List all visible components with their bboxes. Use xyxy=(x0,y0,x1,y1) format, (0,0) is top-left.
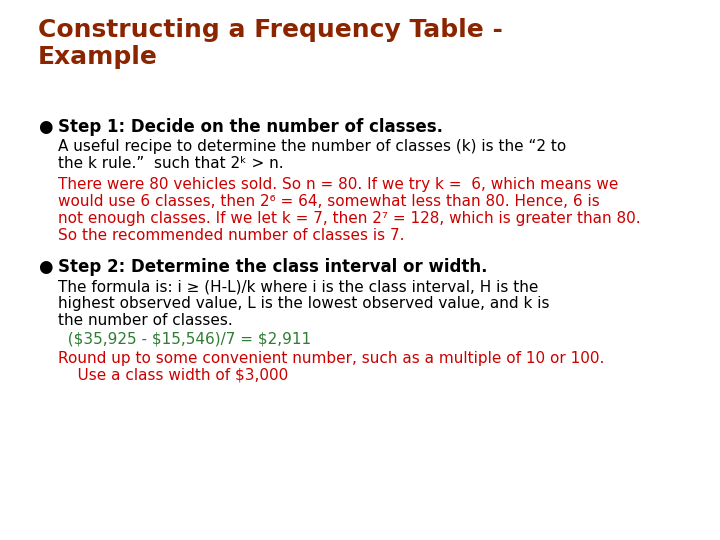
Text: not enough classes. If we let k = 7, then 2⁷ = 128, which is greater than 80.: not enough classes. If we let k = 7, the… xyxy=(58,211,641,226)
Text: There were 80 vehicles sold. So n = 80. If we try k =  6, which means we: There were 80 vehicles sold. So n = 80. … xyxy=(58,177,618,192)
Text: Example: Example xyxy=(38,45,158,69)
Text: would use 6 classes, then 2⁶ = 64, somewhat less than 80. Hence, 6 is: would use 6 classes, then 2⁶ = 64, somew… xyxy=(58,194,600,209)
Text: ●: ● xyxy=(38,118,53,136)
Text: A useful recipe to determine the number of classes (k) is the “2 to: A useful recipe to determine the number … xyxy=(58,139,566,154)
Text: ●: ● xyxy=(38,258,53,276)
Text: Step 1: Decide on the number of classes.: Step 1: Decide on the number of classes. xyxy=(58,118,443,136)
Text: Constructing a Frequency Table -: Constructing a Frequency Table - xyxy=(38,18,503,42)
Text: the k rule.”  such that 2ᵏ > n.: the k rule.” such that 2ᵏ > n. xyxy=(58,156,284,171)
Text: Round up to some convenient number, such as a multiple of 10 or 100.: Round up to some convenient number, such… xyxy=(58,351,604,366)
Text: Step 2: Determine the class interval or width.: Step 2: Determine the class interval or … xyxy=(58,258,487,276)
Text: Use a class width of $3,000: Use a class width of $3,000 xyxy=(58,368,288,383)
Text: ($35,925 - $15,546)/7 = $2,911: ($35,925 - $15,546)/7 = $2,911 xyxy=(58,332,311,347)
Text: the number of classes.: the number of classes. xyxy=(58,313,233,328)
Text: So the recommended number of classes is 7.: So the recommended number of classes is … xyxy=(58,228,405,243)
Text: highest observed value, L is the lowest observed value, and k is: highest observed value, L is the lowest … xyxy=(58,296,549,311)
Text: The formula is: i ≥ (H-L)/k where i is the class interval, H is the: The formula is: i ≥ (H-L)/k where i is t… xyxy=(58,279,539,294)
